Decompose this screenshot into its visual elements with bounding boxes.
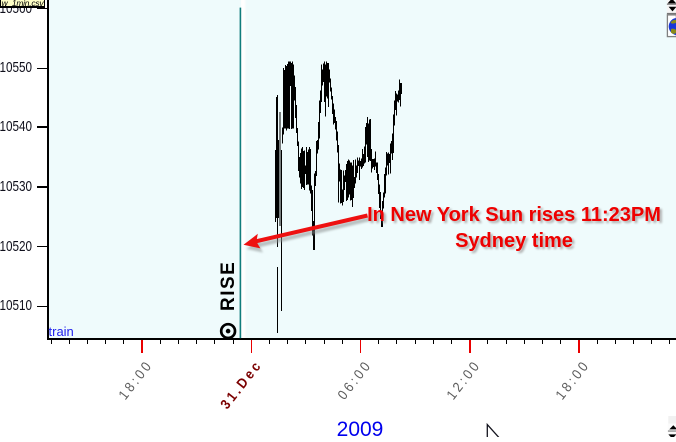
svg-text:RISE: RISE xyxy=(218,261,239,311)
